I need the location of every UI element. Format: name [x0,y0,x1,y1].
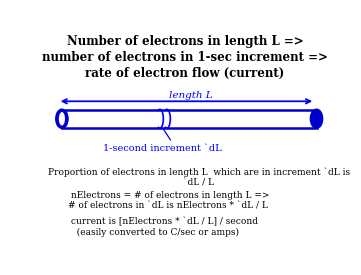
Text: nElectrons = # of electrons in length L =>
# of electrons in `dL is nElectrons *: nElectrons = # of electrons in length L … [68,191,269,210]
Ellipse shape [59,112,65,125]
Text: 1-second increment `dL: 1-second increment `dL [103,144,222,153]
Ellipse shape [56,110,68,128]
Text: Number of electrons in length L =>
number of electrons in 1-sec increment =>
rat: Number of electrons in length L => numbe… [42,35,328,80]
Bar [62,110,317,128]
Text: current is [nElectrons * `dL / L] / second
   (easily converted to C/sec or amps: current is [nElectrons * `dL / L] / seco… [68,217,257,237]
Ellipse shape [311,110,322,128]
Text: length L: length L [169,91,212,100]
Text: Proportion of electrons in length L  which are in increment `dL is
`dL / L: Proportion of electrons in length L whic… [48,167,350,187]
